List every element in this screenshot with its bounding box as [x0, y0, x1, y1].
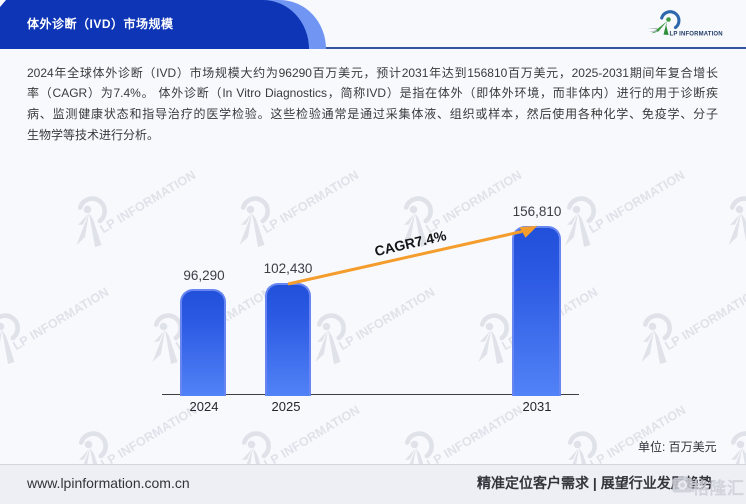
svg-text:LP INFORMATION: LP INFORMATION [97, 167, 198, 235]
svg-text:LP INFORMATION: LP INFORMATION [587, 402, 688, 470]
svg-text:LP INFORMATION: LP INFORMATION [10, 284, 111, 352]
svg-text:LP INFORMATION: LP INFORMATION [586, 167, 687, 235]
svg-text:LP INFORMATION: LP INFORMATION [670, 32, 723, 38]
svg-text:CAGR7.4%: CAGR7.4% [373, 227, 448, 259]
svg-text:LP INFORMATION: LP INFORMATION [662, 284, 746, 352]
